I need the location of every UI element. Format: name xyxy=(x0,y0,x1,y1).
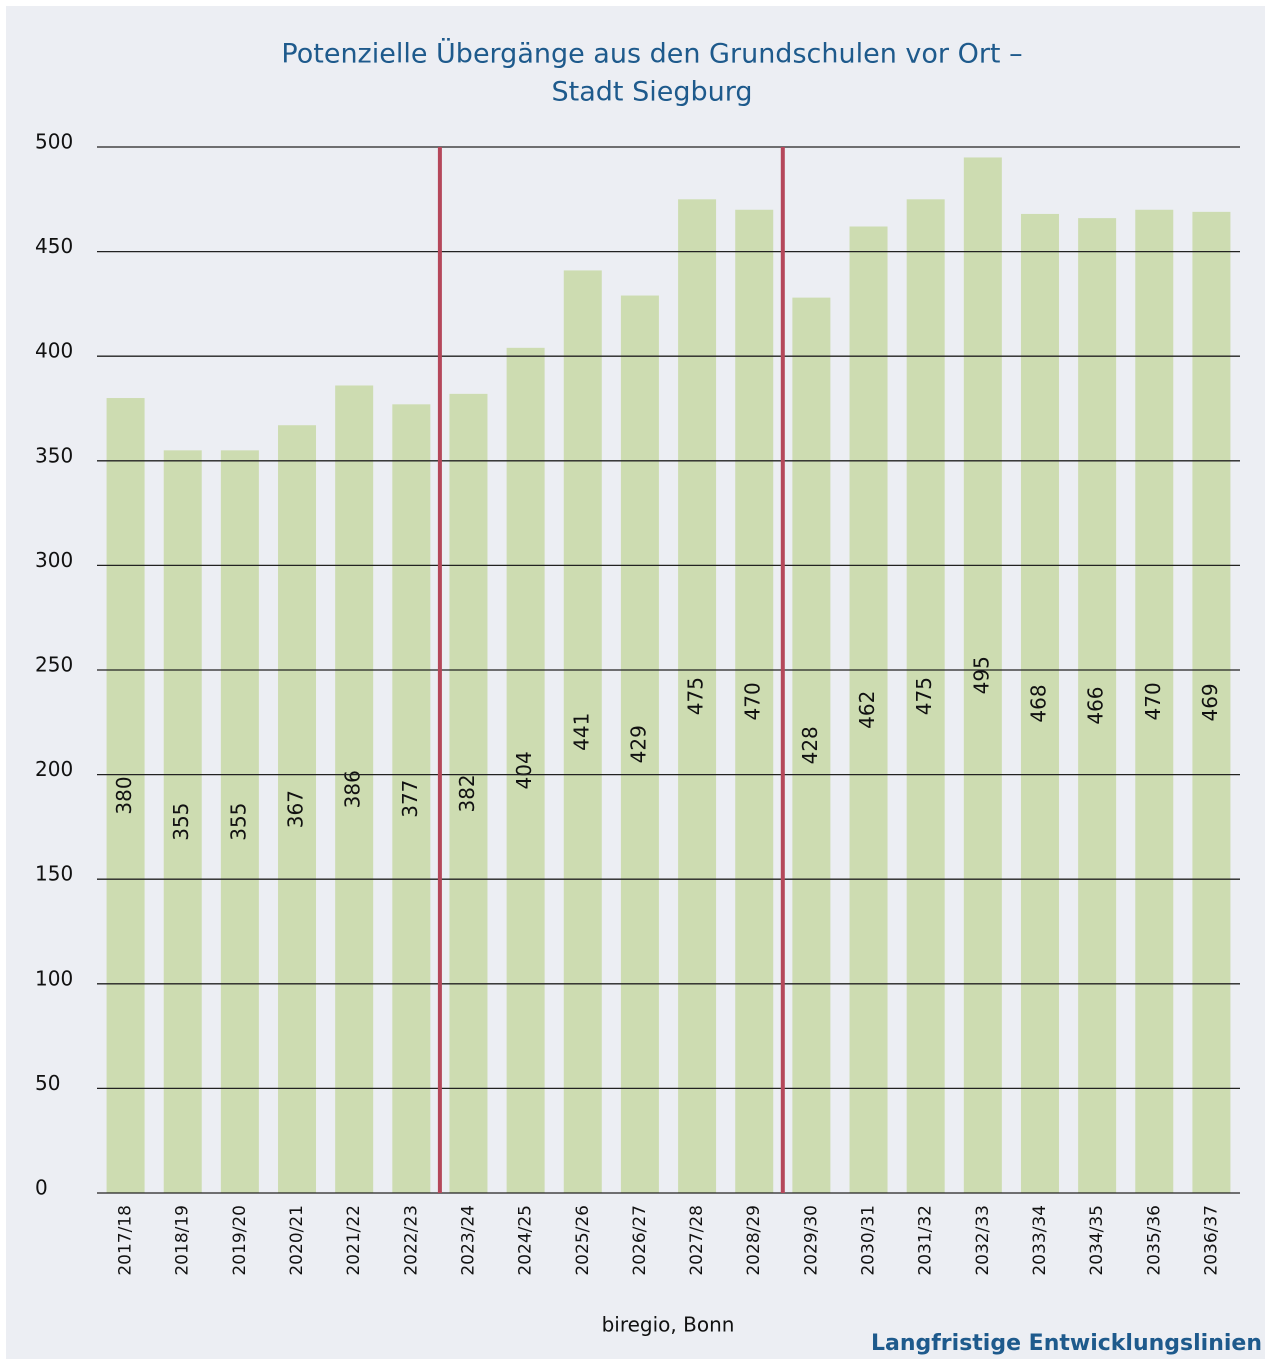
bar xyxy=(792,297,831,1193)
x-tick-label: 2032/33 xyxy=(973,1205,993,1276)
value-label: 469 xyxy=(1198,683,1222,721)
x-tick-label: 2025/26 xyxy=(573,1205,593,1276)
y-tick-label: 100 xyxy=(35,966,73,990)
value-label: 355 xyxy=(226,803,250,841)
x-tick-label: 2029/30 xyxy=(801,1205,821,1276)
x-tick-label: 2026/27 xyxy=(630,1205,650,1276)
value-label: 377 xyxy=(398,780,422,818)
x-tick-label: 2024/25 xyxy=(516,1205,536,1276)
bar xyxy=(963,157,1002,1194)
x-tick-label: 2033/34 xyxy=(1030,1205,1050,1276)
chart-title: Potenzielle Übergänge aus den Grundschul… xyxy=(281,38,1022,70)
value-label: 404 xyxy=(512,751,536,789)
bar xyxy=(620,295,659,1194)
bar xyxy=(563,270,602,1194)
y-tick-label: 250 xyxy=(35,653,73,677)
bar xyxy=(1020,213,1059,1194)
bar xyxy=(163,450,202,1194)
y-tick-label: 400 xyxy=(35,339,73,363)
value-label: 470 xyxy=(1141,682,1165,720)
bar xyxy=(906,199,945,1194)
bar xyxy=(1192,211,1231,1194)
value-label: 386 xyxy=(341,770,365,808)
value-label: 441 xyxy=(569,713,593,751)
value-label: 429 xyxy=(626,725,650,763)
value-label: 380 xyxy=(112,776,136,814)
x-tick-label: 2021/22 xyxy=(344,1205,364,1276)
x-tick-label: 2030/31 xyxy=(859,1205,879,1276)
bar xyxy=(449,393,488,1194)
value-label: 468 xyxy=(1026,684,1050,722)
bar xyxy=(678,199,717,1194)
value-label: 428 xyxy=(798,726,822,764)
x-tick-label: 2023/24 xyxy=(458,1205,478,1276)
x-tick-label: 2019/20 xyxy=(230,1205,250,1276)
y-tick-label: 150 xyxy=(35,862,73,886)
bar xyxy=(335,385,374,1193)
x-tick-label: 2036/37 xyxy=(1201,1205,1221,1276)
value-label: 475 xyxy=(684,677,708,715)
x-tick-label: 2018/19 xyxy=(173,1205,193,1276)
value-label: 355 xyxy=(169,803,193,841)
x-tick-label: 2020/21 xyxy=(287,1205,307,1276)
x-tick-label: 2022/23 xyxy=(401,1205,421,1276)
value-label: 382 xyxy=(455,774,479,812)
bar xyxy=(106,398,145,1193)
source: biregio, Bonn xyxy=(602,1313,735,1337)
y-tick-label: 500 xyxy=(35,130,73,154)
bar xyxy=(1078,218,1117,1194)
bar xyxy=(735,209,774,1193)
value-label: 462 xyxy=(855,691,879,729)
bar xyxy=(849,226,888,1194)
chart-title: Stadt Siegburg xyxy=(552,77,753,108)
y-tick-label: 450 xyxy=(35,234,73,258)
value-label: 367 xyxy=(284,790,308,828)
x-tick-label: 2017/18 xyxy=(116,1205,136,1276)
value-label: 466 xyxy=(1084,686,1108,724)
value-label: 470 xyxy=(741,682,765,720)
x-tick-label: 2027/28 xyxy=(687,1205,707,1276)
bar xyxy=(220,450,259,1194)
x-tick-label: 2035/36 xyxy=(1144,1205,1164,1276)
x-tick-label: 2031/32 xyxy=(916,1205,936,1276)
bar xyxy=(278,425,317,1194)
y-tick-label: 0 xyxy=(35,1176,48,1200)
x-tick-label: 2034/35 xyxy=(1087,1205,1107,1276)
y-tick-label: 300 xyxy=(35,548,73,572)
y-tick-label: 200 xyxy=(35,757,73,781)
value-label: 475 xyxy=(912,677,936,715)
y-tick-label: 50 xyxy=(35,1071,60,1095)
y-tick-label: 350 xyxy=(35,443,73,467)
x-tick-label: 2028/29 xyxy=(744,1205,764,1276)
bar xyxy=(392,404,431,1193)
footer: Langfristige Entwicklungslinien xyxy=(871,1331,1262,1356)
bar xyxy=(1135,209,1174,1193)
value-label: 495 xyxy=(969,656,993,694)
bar xyxy=(506,347,545,1193)
